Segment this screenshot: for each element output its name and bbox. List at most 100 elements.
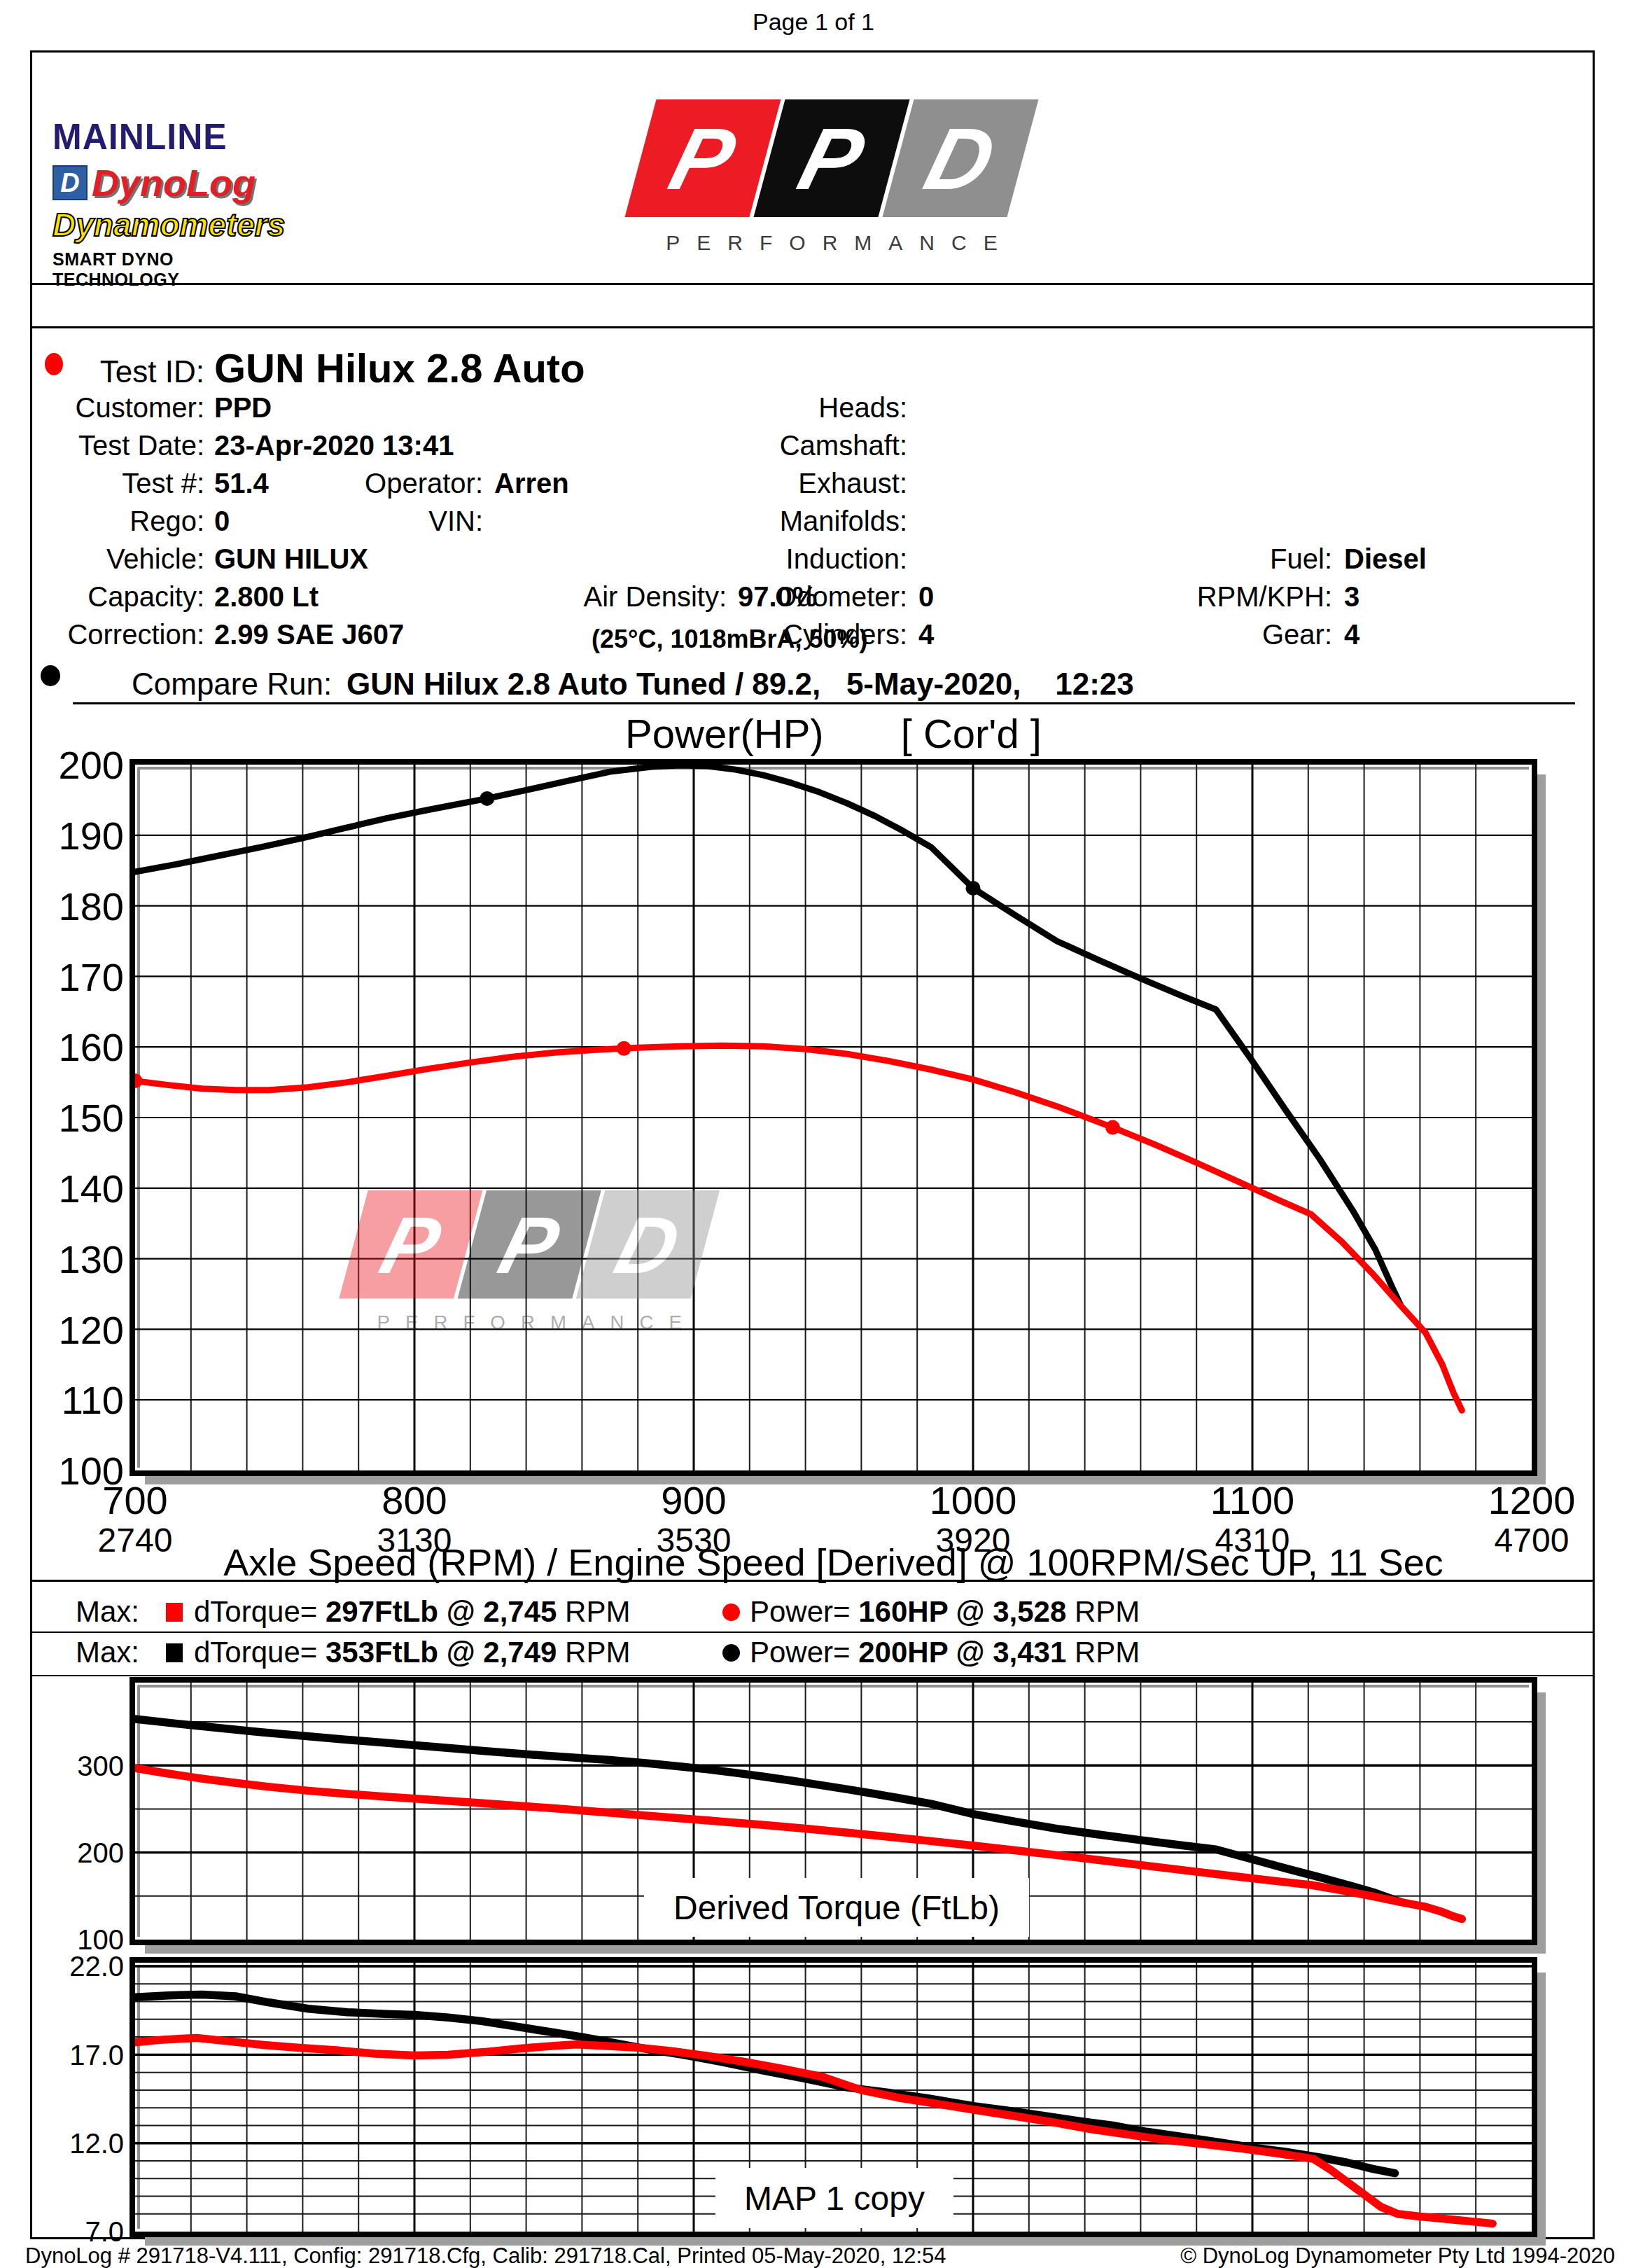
ppd-watermark: P P D PERFORMANCE bbox=[354, 1190, 705, 1333]
legend-power-label: Power= bbox=[750, 1595, 858, 1629]
legend-max-label: Max: bbox=[76, 1595, 139, 1629]
map-chart-label: MAP 1 copy bbox=[715, 2168, 953, 2228]
svg-text:170: 170 bbox=[59, 955, 124, 999]
vehicle-value: GUN HILUX bbox=[214, 543, 368, 575]
dyno-report-page: Page 1 of 1 MAINLINE D DynoLog Dynamomet… bbox=[0, 0, 1643, 2268]
test-num-label: Test #: bbox=[28, 468, 204, 499]
ppd-gray-panel: D bbox=[882, 99, 1038, 217]
svg-text:1000: 1000 bbox=[930, 1478, 1017, 1522]
rpm-kph-value: 3 bbox=[1344, 581, 1359, 613]
rpm-kph-label: RPM/KPH: bbox=[1162, 581, 1332, 613]
gear-label: Gear: bbox=[1162, 619, 1332, 651]
compare-run-label: Compare Run: bbox=[132, 667, 328, 702]
svg-text:700: 700 bbox=[102, 1478, 167, 1522]
operator-label: Operator: bbox=[280, 468, 483, 499]
test-date-label: Test Date: bbox=[28, 430, 204, 461]
dynolog-d-icon: D bbox=[53, 165, 88, 200]
odometer-value: 0 bbox=[918, 581, 934, 613]
svg-text:800: 800 bbox=[382, 1478, 447, 1522]
legend-power-value: 160HP @ 3,528 bbox=[858, 1595, 1066, 1629]
legend-power-unit-2: RPM bbox=[1066, 1636, 1140, 1669]
vehicle-label: Vehicle: bbox=[28, 543, 204, 575]
operator-value: Arren bbox=[494, 468, 569, 499]
svg-text:130: 130 bbox=[59, 1237, 124, 1281]
capacity-value: 2.800 Lt bbox=[214, 581, 319, 613]
legend-torque-value: 297FtLb @ 2,745 bbox=[326, 1595, 557, 1629]
power-chart: 2001901801701601501401301201101007002740… bbox=[42, 728, 1603, 1561]
svg-text:100: 100 bbox=[77, 1924, 124, 1955]
customer-label: Customer: bbox=[28, 392, 204, 424]
cylinders-label: Cylinders: bbox=[700, 619, 907, 651]
svg-text:1200: 1200 bbox=[1488, 1478, 1576, 1522]
ppd-logo: P P D PERFORMANCE bbox=[641, 99, 1023, 255]
dynolog-wordmark: DynoLog bbox=[92, 161, 256, 204]
camshaft-label: Camshaft: bbox=[700, 430, 907, 461]
ppd-letter-p1: P bbox=[662, 115, 744, 202]
rego-value: 0 bbox=[214, 506, 230, 537]
watermark-letter-d: D bbox=[608, 1204, 688, 1285]
vin-label: VIN: bbox=[280, 506, 483, 537]
ppd-letter-p2: P bbox=[791, 115, 873, 202]
ppd-performance-label: PERFORMANCE bbox=[641, 231, 1023, 255]
manifolds-label: Manifolds: bbox=[700, 506, 907, 537]
legend-top-divider bbox=[30, 1580, 1595, 1582]
svg-text:190: 190 bbox=[59, 814, 124, 858]
black-dot-icon bbox=[722, 1644, 740, 1662]
capacity-label: Capacity: bbox=[28, 581, 204, 613]
svg-text:110: 110 bbox=[62, 1378, 124, 1422]
svg-text:7.0: 7.0 bbox=[85, 2216, 124, 2247]
svg-text:1100: 1100 bbox=[1210, 1478, 1294, 1522]
test-date-value: 23-Apr-2020 13:41 bbox=[214, 430, 454, 461]
customer-value: PPD bbox=[214, 392, 272, 424]
correction-label: Correction: bbox=[28, 619, 204, 651]
legend-power-value-2: 200HP @ 3,431 bbox=[858, 1636, 1066, 1669]
svg-text:180: 180 bbox=[59, 884, 124, 928]
gear-value: 4 bbox=[1344, 619, 1359, 651]
legend-torque-value-2: 353FtLb @ 2,749 bbox=[326, 1636, 557, 1669]
compare-run-divider bbox=[73, 702, 1575, 704]
legend-torque-label: dTorque= bbox=[194, 1595, 326, 1629]
svg-text:300: 300 bbox=[77, 1751, 124, 1781]
legend-row-black-right: Power= 200HP @ 3,431 RPM bbox=[722, 1636, 1140, 1669]
header-divider-bottom bbox=[30, 326, 1595, 328]
induction-label: Induction: bbox=[700, 543, 907, 575]
cylinders-value: 4 bbox=[918, 619, 934, 651]
legend-row-black-left: Max: dTorque= 353FtLb @ 2,749 RPM bbox=[76, 1636, 630, 1669]
legend-torque-unit: RPM bbox=[557, 1595, 630, 1629]
legend-torque-unit-2: RPM bbox=[557, 1636, 630, 1669]
svg-text:150: 150 bbox=[59, 1096, 124, 1140]
fuel-value: Diesel bbox=[1344, 543, 1427, 575]
heads-label: Heads: bbox=[700, 392, 907, 424]
ppd-letter-d: D bbox=[917, 115, 1004, 202]
watermark-letter-p1: P bbox=[373, 1204, 449, 1285]
test-id-label: Test ID: bbox=[28, 354, 204, 389]
footer-right: © DynoLog Dynamometer Pty Ltd 1994-2020 bbox=[1180, 2243, 1615, 2268]
footer-left: DynoLog # 291718-V4.111, Config: 291718.… bbox=[25, 2243, 946, 2268]
rego-label: Rego: bbox=[28, 506, 204, 537]
svg-text:22.0: 22.0 bbox=[69, 1954, 124, 1982]
watermark-letter-p2: P bbox=[491, 1204, 567, 1285]
air-density-label: Air Density: bbox=[490, 581, 727, 613]
legend-power-unit: RPM bbox=[1066, 1595, 1140, 1629]
watermark-performance-label: PERFORMANCE bbox=[354, 1312, 705, 1333]
test-num-value: 51.4 bbox=[214, 468, 269, 499]
page-number-label: Page 1 of 1 bbox=[0, 8, 1627, 36]
legend-max-label-2: Max: bbox=[76, 1636, 139, 1669]
black-square-icon bbox=[166, 1643, 183, 1662]
svg-text:120: 120 bbox=[59, 1308, 124, 1352]
header-divider-top bbox=[30, 283, 1595, 285]
correction-value: 2.99 SAE J607 bbox=[214, 619, 404, 651]
mainline-wordmark: MAINLINE bbox=[53, 116, 263, 158]
svg-text:900: 900 bbox=[661, 1478, 726, 1522]
red-square-icon bbox=[166, 1603, 183, 1622]
legend-torque-label-2: dTorque= bbox=[194, 1636, 326, 1669]
svg-text:200: 200 bbox=[59, 743, 124, 787]
red-dot-icon bbox=[722, 1603, 740, 1621]
watermark-gray-panel: D bbox=[576, 1190, 720, 1299]
compare-run-bullet-icon bbox=[41, 665, 60, 686]
legend-row-red-right: Power= 160HP @ 3,528 RPM bbox=[722, 1595, 1140, 1629]
svg-text:17.0: 17.0 bbox=[69, 2040, 124, 2071]
svg-text:160: 160 bbox=[59, 1025, 124, 1069]
svg-text:12.0: 12.0 bbox=[69, 2128, 124, 2159]
test-id-value: GUN Hilux 2.8 Auto bbox=[214, 345, 585, 391]
